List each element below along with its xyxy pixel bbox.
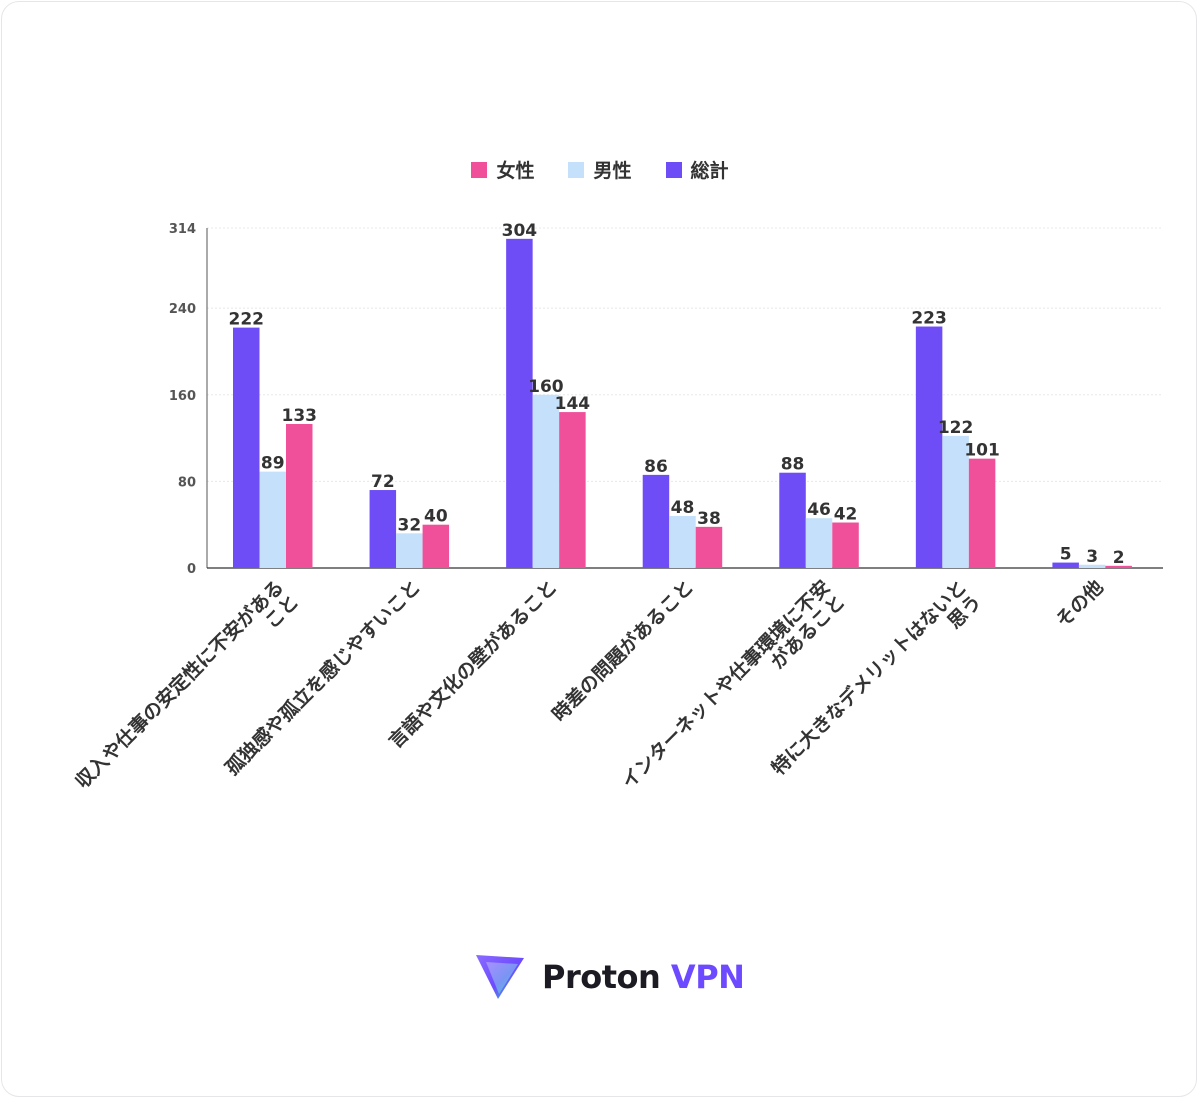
bar	[942, 435, 969, 568]
data-label: 5	[1060, 545, 1072, 565]
legend-label-female: 女性	[496, 160, 535, 182]
bar	[968, 458, 996, 568]
brand-name: Proton	[542, 958, 661, 996]
data-label: 46	[807, 500, 831, 520]
bar	[642, 474, 670, 568]
legend-swatch-male	[568, 161, 585, 178]
bar	[1052, 562, 1079, 568]
legend-label-total: 総計	[690, 160, 729, 182]
bar	[1105, 565, 1132, 568]
data-label: 48	[671, 498, 695, 518]
legend-item-female: 女性	[471, 156, 534, 183]
data-label: 72	[371, 472, 395, 492]
data-label: 32	[397, 515, 421, 535]
data-label: 89	[261, 454, 285, 474]
bar	[422, 524, 450, 568]
data-label: 38	[697, 509, 721, 529]
bar	[779, 472, 806, 568]
bar	[695, 526, 723, 568]
data-label: 223	[911, 309, 947, 329]
data-label: 86	[644, 457, 668, 477]
proton-shield-icon	[476, 955, 524, 999]
y-tick-label: 0	[187, 562, 196, 577]
data-label: 3	[1086, 547, 1098, 567]
data-label: 133	[282, 406, 318, 426]
bar	[233, 327, 260, 568]
legend-swatch-total	[665, 161, 682, 178]
chart-legend: 女性 男性 総計	[0, 156, 1200, 183]
x-tick-label-line: その他	[1051, 575, 1108, 632]
bar	[832, 522, 859, 568]
bar	[532, 394, 560, 568]
brand-logo: Proton VPN	[472, 952, 745, 1002]
data-label: 2	[1113, 548, 1125, 568]
x-tick-label: 時差の問題があること	[547, 575, 698, 726]
y-tick-label: 314	[169, 222, 196, 237]
brand-wordmark: Proton VPN	[542, 958, 745, 996]
data-label: 122	[938, 418, 974, 438]
bar	[369, 490, 397, 568]
data-label: 144	[555, 394, 591, 414]
legend-item-total: 総計	[665, 156, 729, 183]
bar	[805, 518, 833, 568]
data-label: 42	[834, 505, 858, 525]
bar	[506, 238, 533, 569]
data-label: 304	[502, 221, 538, 241]
data-label: 40	[424, 507, 448, 527]
legend-swatch-female	[471, 161, 488, 178]
legend-label-male: 男性	[593, 160, 632, 182]
bar	[915, 326, 943, 568]
y-tick-label: 240	[169, 302, 196, 317]
x-tick-label: その他	[1051, 575, 1108, 632]
bar	[286, 423, 313, 568]
bar	[259, 471, 286, 568]
bar	[559, 412, 586, 568]
data-label: 88	[781, 455, 805, 475]
data-label: 101	[964, 441, 1000, 461]
y-tick-label: 160	[169, 389, 196, 404]
legend-item-male: 男性	[568, 156, 632, 183]
brand-product: VPN	[670, 958, 745, 996]
data-label: 160	[528, 377, 564, 397]
bar	[396, 533, 423, 568]
data-label: 222	[229, 310, 265, 330]
bar	[669, 516, 696, 568]
x-tick-label-line: 時差の問題があること	[547, 575, 698, 726]
y-tick-label: 80	[178, 475, 196, 490]
bar	[1078, 564, 1106, 568]
